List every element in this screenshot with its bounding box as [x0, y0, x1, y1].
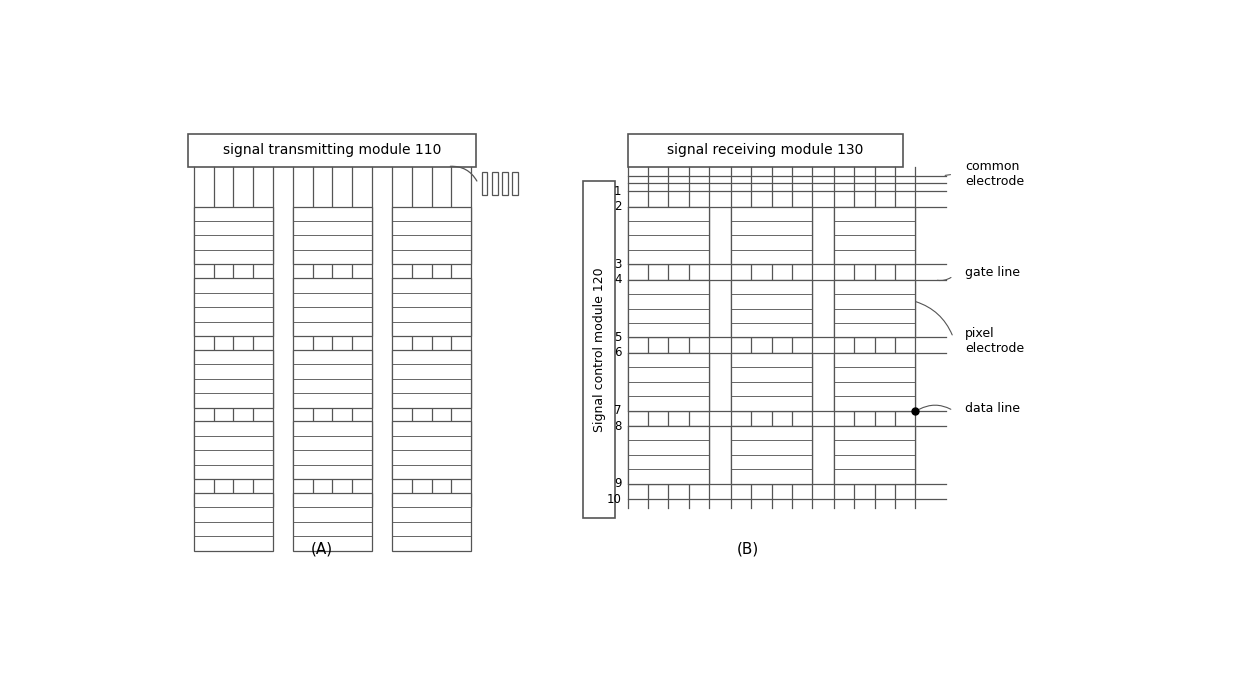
Bar: [392, 207, 471, 265]
Bar: [833, 207, 915, 265]
Bar: [392, 421, 471, 479]
Bar: [730, 280, 812, 338]
Text: data line: data line: [965, 402, 1019, 415]
Bar: [627, 353, 709, 411]
Bar: [833, 426, 915, 484]
Bar: [512, 172, 518, 195]
Bar: [392, 493, 471, 551]
Text: 9: 9: [614, 477, 621, 490]
Text: 3: 3: [614, 258, 621, 271]
Bar: [492, 172, 497, 195]
Bar: [193, 278, 273, 336]
Text: gate line: gate line: [965, 265, 1019, 278]
Bar: [583, 181, 615, 518]
Text: Signal control module 120: Signal control module 120: [593, 267, 605, 432]
Bar: [730, 207, 812, 265]
Bar: [502, 172, 507, 195]
Bar: [627, 207, 709, 265]
Text: 5: 5: [614, 331, 621, 344]
Text: 7: 7: [614, 404, 621, 417]
Bar: [392, 278, 471, 336]
Bar: [392, 350, 471, 408]
Bar: [193, 421, 273, 479]
Text: 6: 6: [614, 346, 621, 359]
Text: 4: 4: [614, 273, 621, 286]
Bar: [293, 350, 372, 408]
Bar: [833, 353, 915, 411]
Bar: [293, 278, 372, 336]
Bar: [193, 207, 273, 265]
Bar: [293, 421, 372, 479]
Bar: [482, 172, 487, 195]
Bar: [193, 493, 273, 551]
Bar: [730, 426, 812, 484]
Bar: [627, 426, 709, 484]
Bar: [187, 134, 476, 166]
Text: 10: 10: [606, 492, 621, 505]
Bar: [193, 350, 273, 408]
Text: signal receiving module 130: signal receiving module 130: [667, 143, 863, 158]
Text: (B): (B): [737, 542, 759, 557]
Text: common
electrode: common electrode: [965, 160, 1024, 188]
Bar: [627, 134, 903, 166]
Text: (A): (A): [310, 542, 332, 557]
Bar: [833, 280, 915, 338]
Text: pixel
electrode: pixel electrode: [965, 327, 1024, 355]
Bar: [293, 493, 372, 551]
Text: 1: 1: [614, 185, 621, 198]
Text: signal transmitting module 110: signal transmitting module 110: [222, 143, 441, 158]
Bar: [627, 280, 709, 338]
Text: 2: 2: [614, 200, 621, 213]
Bar: [293, 207, 372, 265]
Text: 8: 8: [614, 419, 621, 432]
Bar: [730, 353, 812, 411]
